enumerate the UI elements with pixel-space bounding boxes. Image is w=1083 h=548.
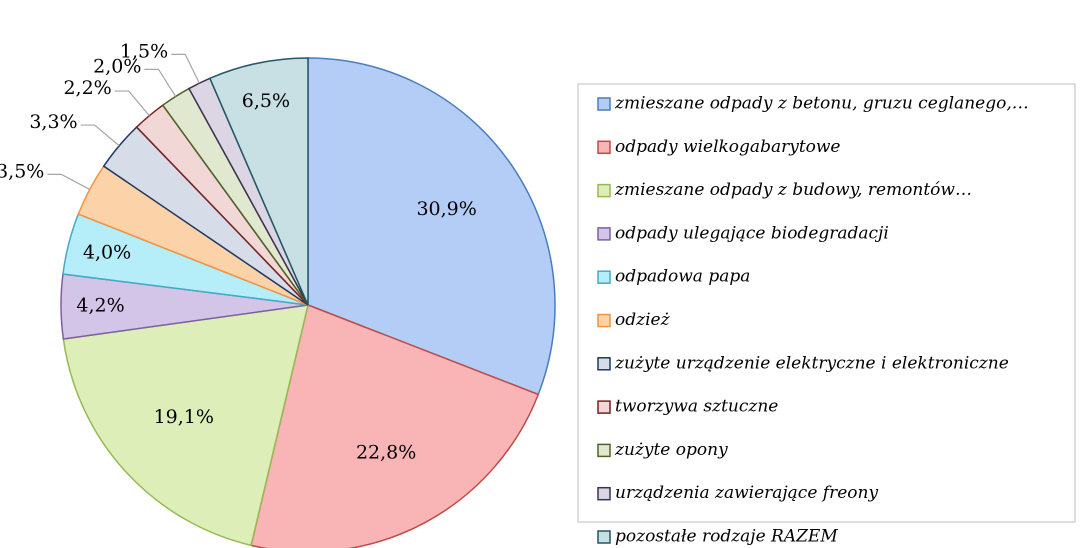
legend-swatch [597,227,611,241]
leader-line [171,53,200,84]
data-label: 4,0% [83,241,131,263]
legend-swatch [597,486,611,501]
legend-label: zużyte opony [614,440,728,460]
legend-swatch [597,140,611,155]
pie-slice [250,303,540,548]
legend-swatch [597,357,611,371]
data-label: 4,2% [76,294,124,316]
data-label: 3,3% [29,111,77,133]
data-label: 1,5% [120,40,168,62]
legend-swatch [597,183,611,198]
legend-swatch [597,313,611,328]
data-label: 22,8% [356,442,416,464]
legend-label: zużyte urządzenie elektryczne i elektron… [614,353,1009,373]
legend-label: zmieszane odpady z budowy, remontów… [614,180,972,200]
data-label: 3,5% [0,160,44,182]
legend-label: odpady ulegające biodegradacji [615,223,889,243]
legend-swatch [597,97,611,111]
legend-box [577,83,1076,523]
pie-slice [208,57,309,306]
legend-swatch [597,400,611,414]
legend-label: odzież [615,310,671,330]
legend-label: urządzenia zawierające freony [615,483,878,503]
leader-line [80,124,120,147]
legend-swatch [597,270,611,284]
legend-label: zmieszane odpady z betonu, gruzu ceglane… [614,94,1029,114]
legend-swatch [597,443,611,458]
legend-swatch [597,530,611,544]
leader-line [47,173,90,190]
leader-line [144,68,177,97]
data-label: 30,9% [416,198,476,220]
legend-label: odpady wielkogabarytowe [615,137,841,157]
legend-label: pozostałe rodzaje RAZEM [615,527,838,547]
data-label: 2,0% [93,55,141,77]
data-label: 6,5% [242,90,290,112]
data-label: 19,1% [154,406,214,428]
pie-slice [62,304,309,547]
legend-label: odpadowa papa [615,267,750,287]
leader-line [114,90,150,117]
pie-slice [307,57,556,396]
legend-label: tworzywa sztuczne [615,397,778,417]
data-label: 2,2% [63,77,111,99]
